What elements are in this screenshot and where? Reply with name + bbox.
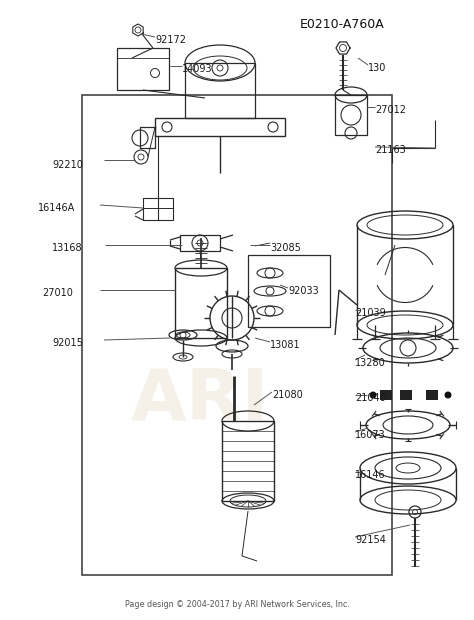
Text: 32085: 32085	[270, 243, 301, 253]
Bar	[82, 95, 392, 575]
Text: 27012: 27012	[375, 105, 406, 115]
Text: 21163: 21163	[375, 145, 406, 155]
Text: 16073: 16073	[355, 430, 386, 440]
Text: 92015: 92015	[52, 338, 83, 348]
Text: 14093: 14093	[182, 64, 213, 74]
Text: 92033: 92033	[288, 286, 319, 296]
Bar	[143, 198, 173, 220]
Text: 21080: 21080	[272, 390, 303, 400]
Text: 13081: 13081	[270, 340, 301, 350]
Text: 21039: 21039	[355, 308, 386, 318]
Bar	[335, 95, 367, 135]
Text: 13280: 13280	[355, 358, 386, 368]
Bar	[143, 198, 173, 208]
Circle shape	[445, 391, 452, 399]
Text: ARI: ARI	[131, 366, 269, 435]
Text: 16146A: 16146A	[38, 203, 75, 213]
Text: 92210: 92210	[52, 160, 83, 170]
Text: Page design © 2004-2017 by ARI Network Services, Inc.: Page design © 2004-2017 by ARI Network S…	[125, 600, 349, 609]
Bar	[426, 390, 438, 400]
Bar	[180, 235, 220, 251]
Text: 13168: 13168	[52, 243, 82, 253]
Text: 27010: 27010	[42, 288, 73, 298]
Text: 92172: 92172	[155, 35, 186, 45]
Text: 92154: 92154	[355, 535, 386, 545]
Text: 21040: 21040	[355, 393, 386, 403]
Text: 130: 130	[368, 63, 386, 73]
Bar	[248, 255, 330, 327]
Text: 16146: 16146	[355, 470, 386, 480]
Bar	[155, 118, 285, 136]
Bar	[175, 268, 227, 338]
Bar	[380, 390, 392, 400]
Text: E0210-A760A: E0210-A760A	[300, 18, 385, 31]
Bar	[117, 48, 169, 90]
Bar	[222, 421, 274, 501]
Circle shape	[370, 391, 376, 399]
Bar	[185, 63, 255, 118]
Bar	[400, 390, 412, 400]
